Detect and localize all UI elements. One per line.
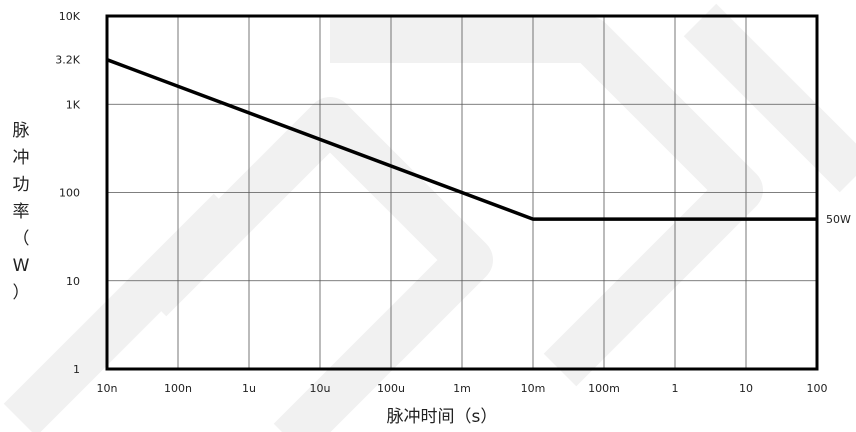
watermark-shape [683, 3, 856, 193]
y-tick-label: 3.2K [55, 54, 80, 67]
watermark-logo [3, 3, 856, 432]
annotations-layer: 50W [826, 213, 851, 226]
y-axis-title-char: W [12, 256, 30, 276]
y-axis-title-char: 冲 [12, 148, 30, 168]
y-tick-label: 1K [66, 98, 81, 111]
plot-frame [105, 14, 819, 371]
x-tick-label: 10m [521, 382, 546, 395]
y-axis-title-char: 率 [12, 202, 30, 222]
x-tick-label: 10 [739, 382, 753, 395]
y-axis-title-char: ） [12, 283, 30, 303]
x-tick-label: 10u [310, 382, 331, 395]
y-tick-labels: 1 10 100 1K 3.2K 10K [55, 10, 80, 376]
x-tick-label: 1 [672, 382, 679, 395]
x-tick-label: 10n [97, 382, 118, 395]
watermark-shape [330, 17, 763, 387]
x-tick-labels: 10n 100n 1u 10u 100u 1m 10m 100m 1 10 100 [97, 382, 828, 395]
y-axis-title-char: （ [12, 229, 30, 249]
x-tick-label: 100m [588, 382, 620, 395]
watermark-shape [3, 193, 247, 432]
x-axis-title: 脉冲时间（s） [387, 407, 498, 427]
annotation-label: 50W [826, 213, 851, 226]
y-tick-label: 10K [59, 10, 81, 23]
y-axis-title-char: 功 [12, 175, 30, 195]
x-tick-label: 100n [164, 382, 192, 395]
y-tick-label: 1 [73, 363, 80, 376]
watermark-shape [133, 97, 493, 432]
y-axis-title: 脉冲功率 （ W ） [8, 118, 34, 307]
x-tick-label: 1m [453, 382, 471, 395]
y-axis-title-char: 脉 [12, 121, 30, 141]
y-tick-label: 100 [59, 187, 80, 200]
x-tick-label: 1u [242, 382, 256, 395]
x-tick-label: 100 [807, 382, 828, 395]
x-tick-label: 100u [377, 382, 405, 395]
y-tick-label: 10 [66, 275, 80, 288]
